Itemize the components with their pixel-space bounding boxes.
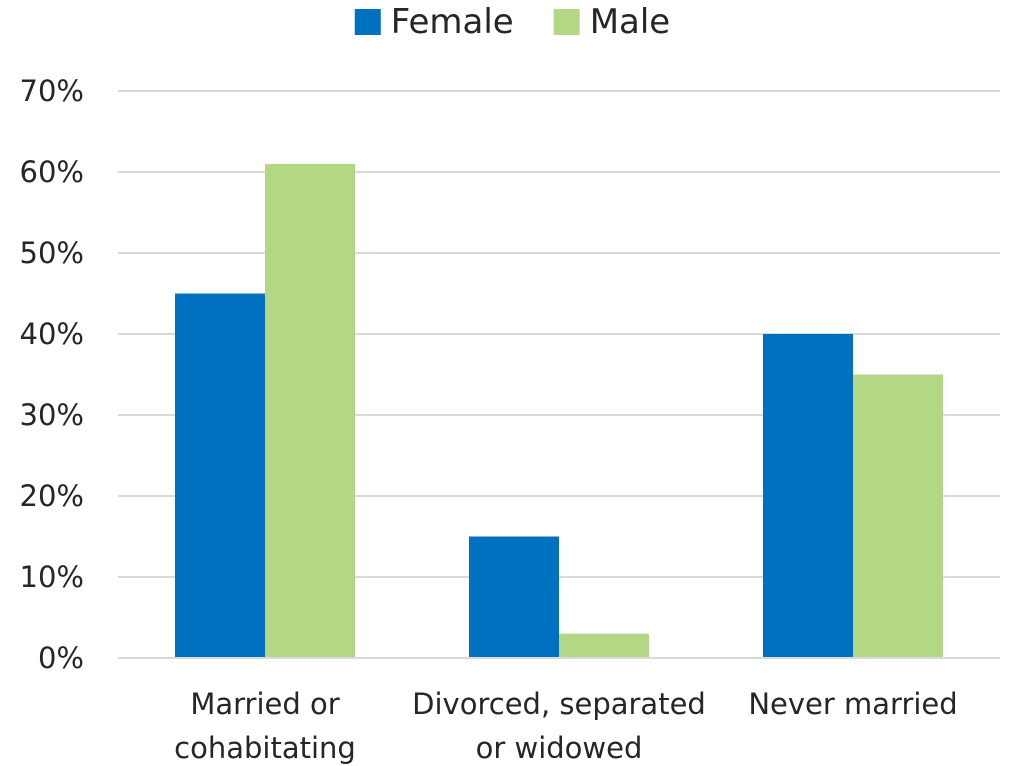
bar-male-2: [853, 374, 943, 658]
x-category-label: Married or cohabitating: [174, 687, 356, 765]
x-axis-labels: Married or cohabitating Divorced, separate…: [174, 687, 958, 765]
bars: [175, 163, 943, 658]
x-category-label-line: Divorced, separated: [412, 687, 706, 721]
bar-female-0: [175, 293, 265, 658]
y-tick-label: 0%: [38, 641, 84, 675]
legend-swatch-female: [354, 9, 381, 35]
y-tick-label: 30%: [20, 398, 84, 432]
legend-swatch-male: [553, 9, 580, 35]
x-category-label-line: Married or: [190, 687, 339, 721]
legend-label-female: Female: [391, 2, 514, 42]
y-tick-label: 60%: [20, 155, 84, 189]
x-category-label: Divorced, separated or widowed: [412, 687, 706, 765]
x-category-label-line: or widowed: [476, 731, 643, 765]
x-category-label: Never married: [748, 687, 957, 721]
bar-female-1: [469, 536, 559, 658]
legend: Female Male: [354, 2, 671, 42]
y-tick-label: 70%: [20, 74, 84, 108]
y-axis-ticks: 0% 10% 20% 30% 40% 50% 60% 70%: [20, 74, 84, 675]
y-tick-label: 40%: [20, 317, 84, 351]
x-category-label-line: cohabitating: [174, 731, 356, 765]
y-tick-label: 10%: [20, 560, 84, 594]
legend-label-male: Male: [590, 2, 671, 42]
y-tick-label: 20%: [20, 479, 84, 513]
bar-male-0: [265, 163, 355, 658]
bar-female-2: [763, 334, 853, 658]
bar-male-1: [559, 633, 649, 658]
x-category-label-line: Never married: [748, 687, 957, 721]
y-tick-label: 50%: [20, 236, 84, 270]
